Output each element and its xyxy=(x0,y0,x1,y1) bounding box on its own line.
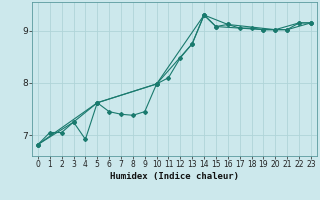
X-axis label: Humidex (Indice chaleur): Humidex (Indice chaleur) xyxy=(110,172,239,181)
